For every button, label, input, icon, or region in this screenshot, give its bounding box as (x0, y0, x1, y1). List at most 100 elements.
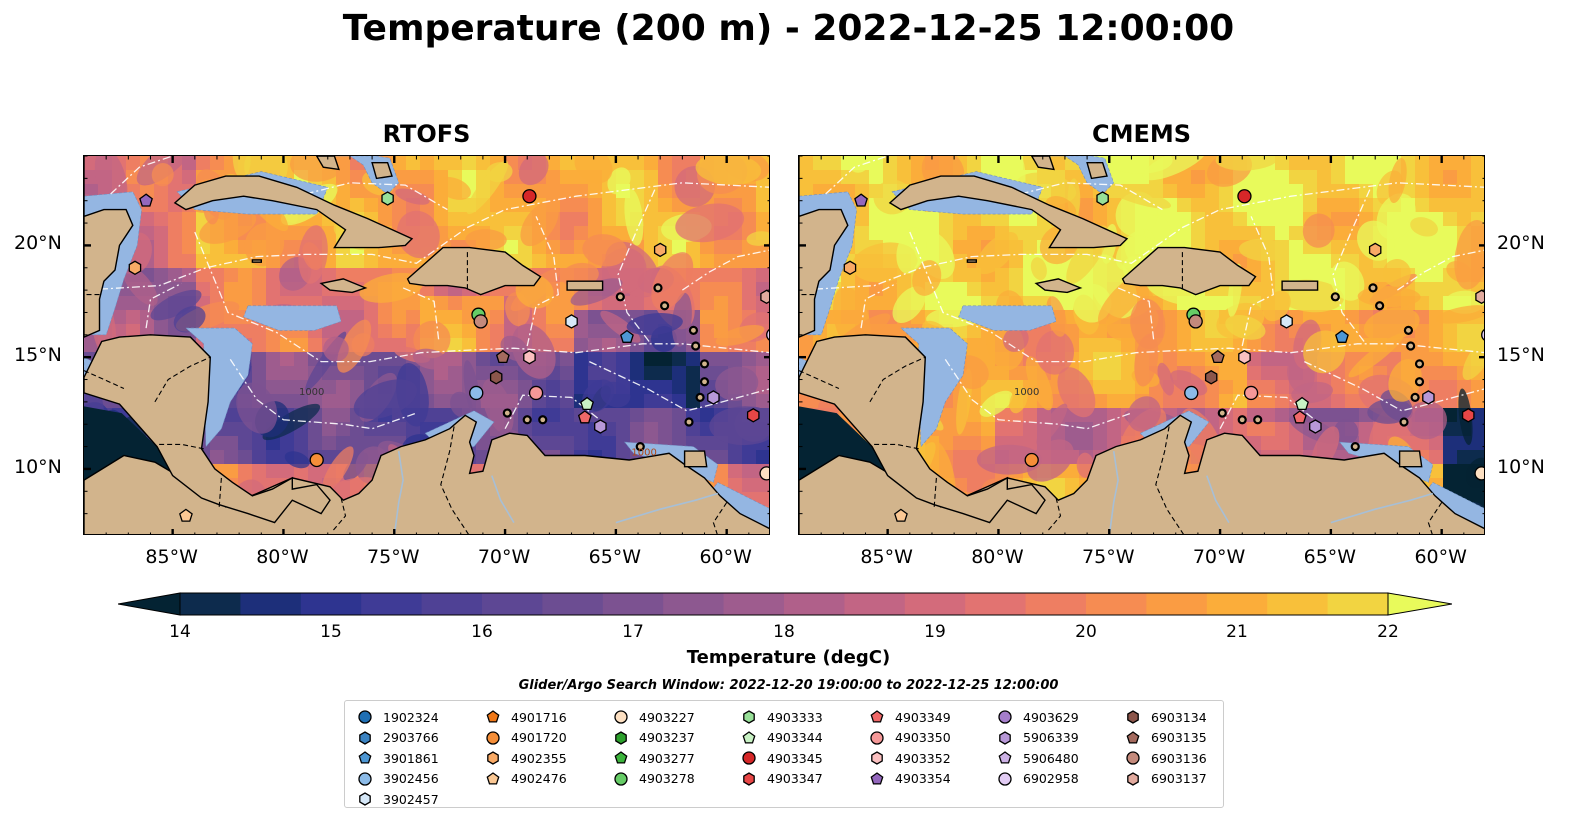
legend-item[interactable]: 4903344 (741, 728, 823, 749)
legend-marker[interactable] (358, 772, 372, 786)
float-marker-3902457[interactable]: 3902457 (565, 314, 578, 329)
float-marker-6903135[interactable]: 6903135 (495, 349, 510, 364)
legend-item[interactable]: 5906339 (997, 728, 1079, 749)
float-marker-5906339[interactable]: 5906339 (594, 419, 607, 434)
legend-marker[interactable] (998, 710, 1012, 724)
float-marker-4903349[interactable]: 4903349 (1292, 410, 1307, 424)
legend-item[interactable]: 4901716 (485, 707, 567, 728)
legend-marker[interactable] (1127, 771, 1139, 786)
legend-marker[interactable] (1126, 730, 1140, 744)
legend-item[interactable]: 4903354 (869, 769, 951, 790)
legend-item[interactable]: 6902958 (997, 769, 1079, 790)
legend-item[interactable]: 4903278 (613, 769, 695, 790)
legend-marker[interactable] (998, 772, 1012, 786)
float-marker-4901720[interactable]: 4901720 (309, 452, 324, 468)
legend-marker[interactable] (486, 710, 500, 723)
legend-marker[interactable] (614, 710, 628, 724)
float-marker-4903345[interactable]: 4903345 (522, 189, 537, 204)
float-marker-3902456[interactable]: 3902456 (469, 385, 484, 401)
legend-marker[interactable] (358, 710, 372, 724)
float-marker-6903134[interactable]: 6903134 (1204, 370, 1218, 385)
legend-marker[interactable] (998, 751, 1012, 764)
legend-item[interactable]: 6903137 (1125, 769, 1207, 790)
map-cmems[interactable]: 1000 4903354 4902355 4903333 4903345 4902355 6… (798, 155, 1485, 535)
legend-item[interactable]: 4903237 (613, 728, 695, 749)
legend-item[interactable]: 4903349 (869, 707, 951, 728)
float-marker-6903136[interactable]: 6903136 (1188, 314, 1203, 329)
legend-marker[interactable] (870, 710, 884, 723)
float-marker-4903333[interactable]: 4903333 (1096, 191, 1109, 206)
float-marker-6903134[interactable]: 6903134 (489, 370, 503, 385)
float-marker-4902476[interactable]: 4902476 (894, 508, 908, 522)
float-marker-4903349[interactable]: 4903349 (577, 410, 592, 424)
legend-item[interactable]: 4903352 (869, 748, 951, 769)
float-marker-3901861[interactable]: 3901861 (1335, 329, 1349, 343)
legend-item[interactable]: 4902355 (485, 748, 567, 769)
float-marker-5906339[interactable]: 5906339 (1309, 419, 1322, 434)
float-marker-4902355[interactable]: 4902355 (128, 260, 142, 276)
legend-item[interactable]: 4903333 (741, 707, 823, 728)
float-marker-4903350[interactable]: 4903350 (1243, 385, 1259, 401)
legend-item[interactable]: 3901861 (357, 748, 439, 769)
legend-marker[interactable] (359, 792, 371, 807)
float-marker-5906339[interactable]: 5906339 (707, 390, 720, 405)
legend-item[interactable]: 5906480 (997, 748, 1079, 769)
legend-item[interactable]: 4903347 (741, 769, 823, 790)
float-marker-4903333[interactable]: 4903333 (381, 191, 394, 206)
legend-item[interactable]: 6903134 (1125, 707, 1207, 728)
map-rtofs[interactable]: 1000 1000 4903354 4902355 4903333 4903345 4902… (83, 155, 770, 535)
float-marker-4903350[interactable]: 4903350 (528, 385, 544, 401)
float-marker-4902355[interactable]: 4902355 (653, 242, 667, 258)
float-marker-4903347[interactable]: 4903347 (746, 408, 760, 423)
float-marker-4902355[interactable]: 4902355 (843, 260, 857, 276)
float-marker-4903344[interactable]: 4903344 (1295, 396, 1309, 411)
float-marker-4901720[interactable]: 4901720 (1024, 452, 1039, 468)
legend-marker[interactable] (871, 751, 883, 766)
float-marker-4903352[interactable]: 4903352 (523, 349, 536, 365)
legend-marker[interactable] (742, 751, 756, 765)
float-marker-4903227[interactable]: 4903227 (1474, 466, 1485, 481)
float-marker-5906339[interactable]: 5906339 (1422, 390, 1435, 405)
float-marker-6903137[interactable]: 6903137 (760, 289, 770, 305)
float-marker-4902355[interactable]: 4902355 (1368, 242, 1382, 258)
float-marker-4903344[interactable]: 4903344 (580, 396, 594, 411)
legend-item[interactable]: 3902456 (357, 769, 439, 790)
legend-marker[interactable] (1127, 710, 1139, 725)
legend-marker[interactable] (614, 751, 628, 764)
float-marker-3901861[interactable]: 3901861 (620, 329, 634, 343)
legend-item[interactable]: 3902457 (357, 789, 439, 810)
float-marker-4903345[interactable]: 4903345 (1237, 189, 1252, 204)
legend-marker[interactable] (615, 730, 627, 745)
legend-item[interactable]: 4903345 (741, 748, 823, 769)
legend-marker[interactable] (358, 751, 372, 764)
legend-item[interactable]: 4903350 (869, 728, 951, 749)
legend-item[interactable]: 4902476 (485, 769, 567, 790)
legend-marker[interactable] (870, 731, 884, 745)
float-marker-6903135[interactable]: 6903135 (1210, 349, 1225, 364)
float-marker-3902457[interactable]: 3902457 (1280, 314, 1293, 329)
legend-marker[interactable] (743, 771, 755, 786)
legend-marker[interactable] (1126, 751, 1140, 765)
float-marker-4903354[interactable]: 4903354 (139, 193, 153, 207)
float-marker-6902958[interactable]: 6902958 (1481, 328, 1485, 341)
legend-marker[interactable] (487, 751, 499, 766)
legend-item[interactable]: 4903629 (997, 707, 1079, 728)
legend-item[interactable]: 4903277 (613, 748, 695, 769)
legend-marker[interactable] (743, 710, 755, 725)
legend-marker[interactable] (359, 730, 371, 745)
legend-item[interactable]: 4903227 (613, 707, 695, 728)
legend-marker[interactable] (614, 772, 628, 786)
float-marker-6903137[interactable]: 6903137 (1475, 289, 1485, 305)
legend-marker[interactable] (742, 730, 756, 744)
float-marker-4903227[interactable]: 4903227 (759, 466, 770, 481)
legend-item[interactable]: 4901720 (485, 728, 567, 749)
legend-item[interactable]: 2903766 (357, 728, 439, 749)
legend-item[interactable]: 1902324 (357, 707, 439, 728)
float-marker-4902476[interactable]: 4902476 (179, 508, 193, 522)
float-marker-6903136[interactable]: 6903136 (473, 314, 488, 329)
float-marker-6902958[interactable]: 6902958 (766, 328, 770, 341)
legend-item[interactable]: 6903136 (1125, 748, 1207, 769)
legend-marker[interactable] (486, 771, 500, 785)
float-marker-3902456[interactable]: 3902456 (1184, 385, 1199, 401)
float-marker-4903347[interactable]: 4903347 (1461, 408, 1475, 423)
